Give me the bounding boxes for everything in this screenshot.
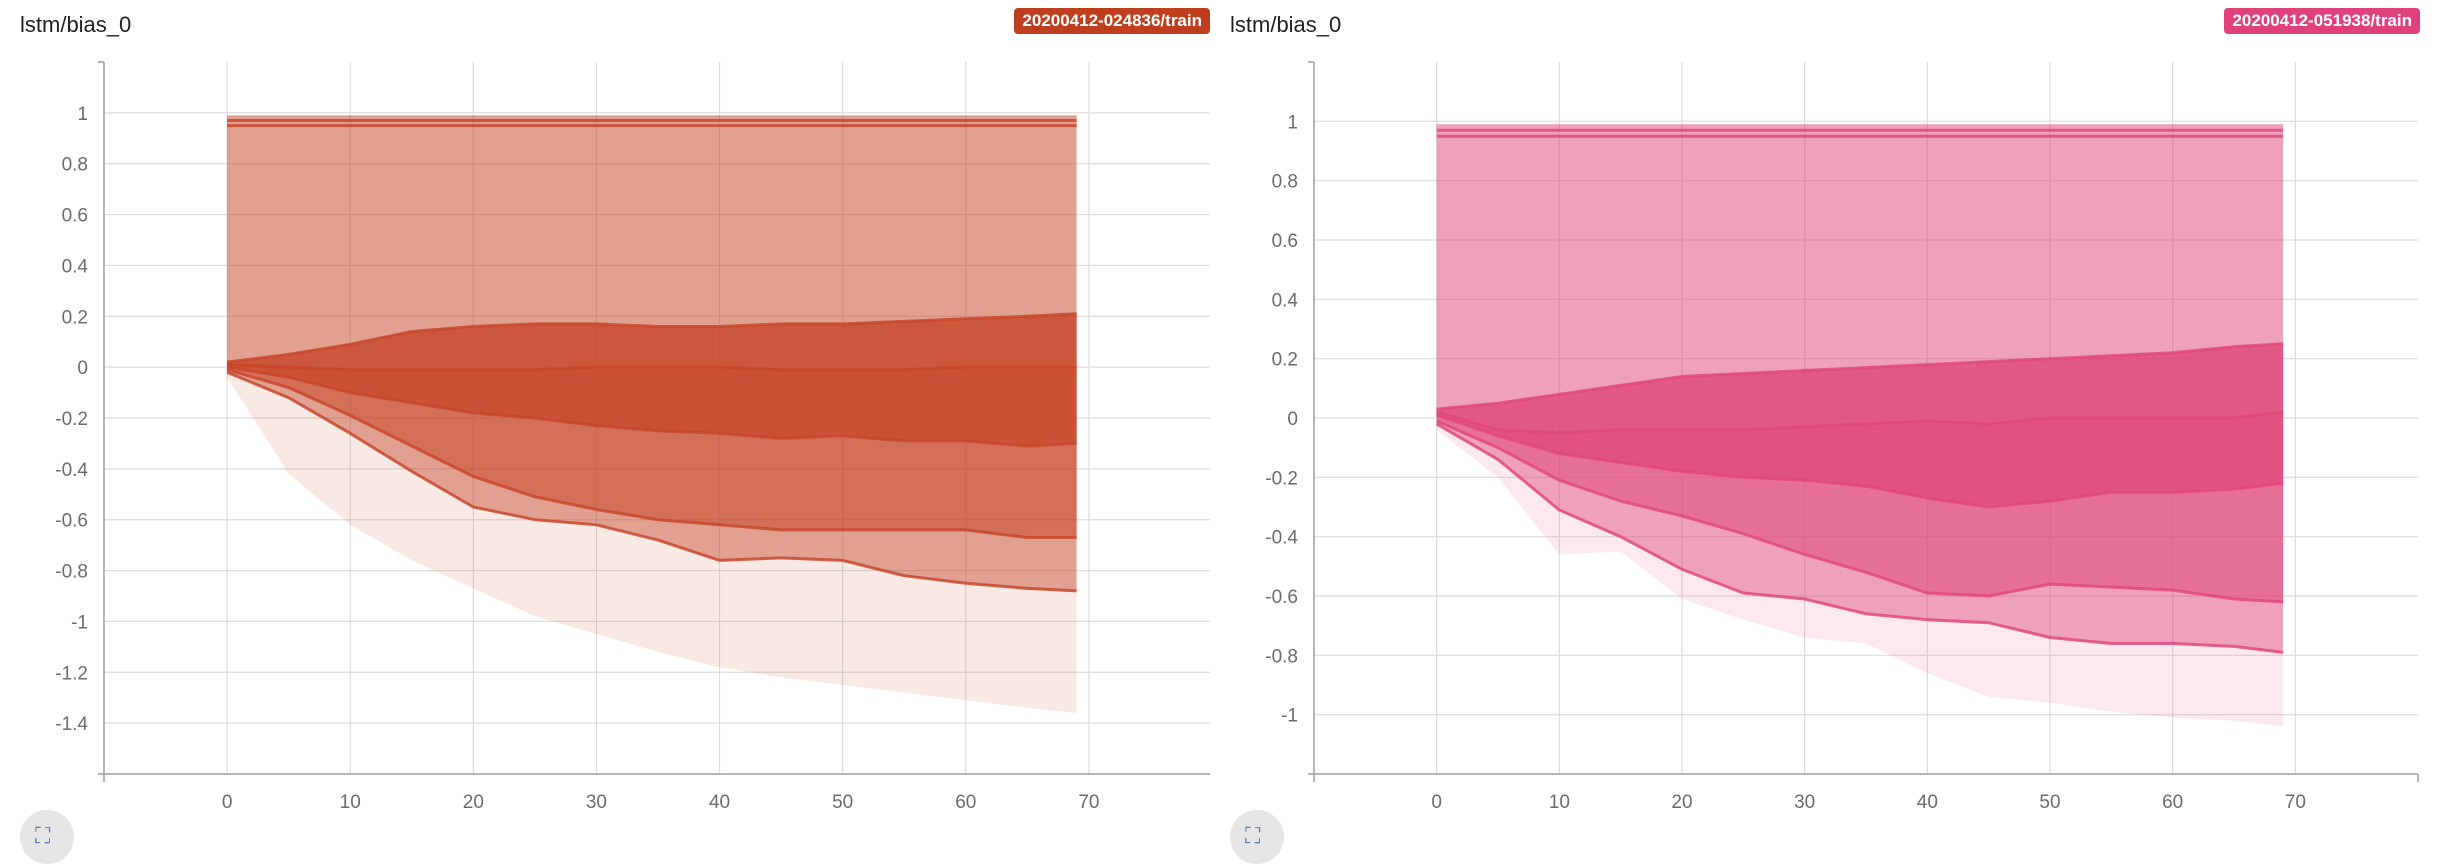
percentile-line	[1436, 413, 2284, 509]
y-tick-label: -0.4	[55, 460, 88, 481]
percentile-line	[226, 368, 1077, 539]
percentile-line	[227, 363, 1077, 372]
y-tick-label: -0.4	[1265, 528, 1298, 549]
percentile-line	[1436, 419, 2284, 604]
y-tick-label: -0.8	[55, 562, 88, 583]
percentile-line	[226, 370, 1077, 593]
x-tick-label: 0	[1431, 792, 1442, 813]
percentile-band	[227, 313, 1077, 446]
histogram-card: lstm/bias_0 20200412-024836/train 1 0.8 0.…	[0, 0, 1210, 864]
y-tick-label: 0.6	[1272, 231, 1298, 252]
chart-title: lstm/bias_0	[1230, 12, 1342, 37]
histogram-card: lstm/bias_0 20200412-051938/train 1 0.8 0.…	[1210, 0, 2420, 864]
percentile-line	[1435, 422, 2284, 654]
percentile-band	[227, 364, 1077, 446]
y-tick-label: -0.2	[1265, 468, 1298, 489]
x-tick-label: 20	[463, 792, 484, 813]
x-tick-label: 70	[2285, 792, 2306, 813]
y-tick-label: 0.4	[62, 256, 89, 277]
x-tick-label: 30	[586, 792, 607, 813]
y-tick-label: -1	[1281, 706, 1298, 727]
y-tick-label: 0	[77, 358, 88, 379]
y-tick-label: -0.6	[1265, 587, 1298, 608]
y-tick-label: -0.2	[55, 409, 88, 430]
y-tick-label: 0	[1287, 409, 1298, 430]
x-tick-label: 0	[222, 792, 233, 813]
chart-title: lstm/bias_0	[20, 12, 132, 37]
x-tick-label: 20	[1671, 792, 1692, 813]
y-tick-label: 1	[77, 104, 88, 125]
y-tick-label: -1.2	[55, 663, 88, 684]
x-tick-label: 60	[955, 792, 976, 813]
histogram-plot: 1 0.8 0.6 0.4 0.2 0 -0.2 -0.4 -0.6 -0.8 -1 0 10 20 30 4…	[1265, 61, 2419, 813]
x-tick-label: 50	[2039, 792, 2060, 813]
percentile-line	[1436, 342, 2284, 411]
expand-icon: ⛶	[35, 823, 51, 848]
x-tick-label: 30	[1794, 792, 1815, 813]
x-tick-label: 40	[709, 792, 730, 813]
percentile-line	[1436, 410, 2284, 435]
expand-button[interactable]: ⛶	[1230, 810, 1284, 864]
y-tick-label: 0.6	[62, 206, 88, 227]
x-tick-label: 60	[2162, 792, 2183, 813]
percentile-line	[226, 312, 1077, 364]
y-tick-label: 0.2	[1272, 350, 1298, 371]
y-tick-label: 0.4	[1272, 290, 1299, 311]
percentile-band	[1436, 412, 2284, 507]
run-badge: 20200412-051938/train	[2224, 8, 2420, 34]
x-tick-label: 70	[1078, 792, 1099, 813]
percentile-line	[226, 365, 1077, 448]
x-tick-label: 10	[340, 792, 361, 813]
x-tick-label: 40	[1917, 792, 1938, 813]
y-tick-label: 0.8	[1272, 172, 1298, 193]
y-tick-label: 0.2	[62, 307, 88, 328]
run-badge: 20200412-024836/train	[1014, 8, 1210, 34]
expand-button[interactable]: ⛶	[20, 810, 74, 864]
y-tick-label: -1.4	[55, 714, 88, 735]
y-tick-label: 0.8	[62, 155, 88, 176]
y-tick-label: -0.8	[1265, 646, 1298, 667]
y-tick-label: 1	[1287, 112, 1298, 133]
histogram-plot: 1 0.8 0.6 0.4 0.2 0 -0.2 -0.4 -0.6 -0.8 -1 -1.2 -1.4…	[55, 61, 1210, 813]
y-tick-label: -0.6	[55, 511, 88, 532]
y-tick-label: -1	[71, 612, 88, 633]
x-tick-label: 50	[832, 792, 853, 813]
expand-icon: ⛶	[1245, 823, 1261, 848]
x-tick-label: 10	[1549, 792, 1570, 813]
